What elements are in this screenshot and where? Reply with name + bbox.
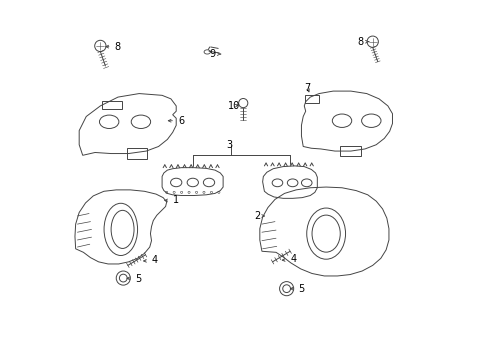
Text: 4: 4 [144, 256, 158, 265]
Text: 8: 8 [106, 42, 121, 51]
Bar [127, 148, 147, 159]
Text: 5: 5 [127, 274, 141, 284]
Text: 6: 6 [168, 116, 184, 126]
Text: 5: 5 [291, 284, 305, 294]
Text: 8: 8 [357, 37, 369, 47]
Text: 1: 1 [165, 195, 179, 206]
Text: 10: 10 [228, 101, 240, 111]
Text: 4: 4 [282, 255, 296, 264]
Text: 2: 2 [254, 211, 265, 221]
Bar [340, 146, 361, 156]
Text: 3: 3 [226, 140, 232, 150]
Text: 9: 9 [209, 49, 220, 59]
Text: 7: 7 [304, 82, 311, 93]
